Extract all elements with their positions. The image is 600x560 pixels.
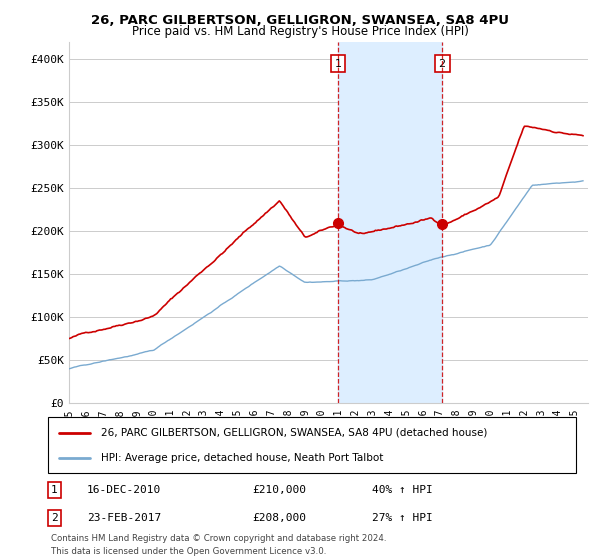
Text: 27% ↑ HPI: 27% ↑ HPI [372, 513, 433, 523]
Bar [338, 42, 442, 403]
Text: 26, PARC GILBERTSON, GELLIGRON, SWANSEA, SA8 4PU (detached house): 26, PARC GILBERTSON, GELLIGRON, SWANSEA,… [101, 428, 487, 438]
Text: 2: 2 [439, 58, 446, 68]
Text: 2: 2 [51, 513, 58, 523]
Text: 16-DEC-2010: 16-DEC-2010 [87, 485, 161, 495]
Text: £210,000: £210,000 [252, 485, 306, 495]
Text: 1: 1 [51, 485, 58, 495]
Text: 40% ↑ HPI: 40% ↑ HPI [372, 485, 433, 495]
Text: This data is licensed under the Open Government Licence v3.0.: This data is licensed under the Open Gov… [51, 547, 326, 556]
Text: 1: 1 [334, 58, 341, 68]
Text: £208,000: £208,000 [252, 513, 306, 523]
Text: Contains HM Land Registry data © Crown copyright and database right 2024.: Contains HM Land Registry data © Crown c… [51, 534, 386, 543]
Text: HPI: Average price, detached house, Neath Port Talbot: HPI: Average price, detached house, Neat… [101, 452, 383, 463]
Text: Price paid vs. HM Land Registry's House Price Index (HPI): Price paid vs. HM Land Registry's House … [131, 25, 469, 38]
Text: 26, PARC GILBERTSON, GELLIGRON, SWANSEA, SA8 4PU: 26, PARC GILBERTSON, GELLIGRON, SWANSEA,… [91, 14, 509, 27]
Text: 23-FEB-2017: 23-FEB-2017 [87, 513, 161, 523]
FancyBboxPatch shape [48, 417, 576, 473]
